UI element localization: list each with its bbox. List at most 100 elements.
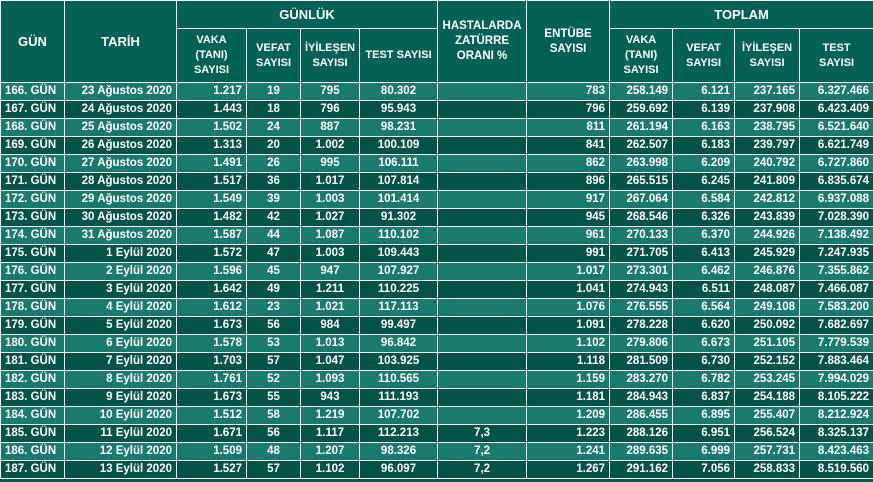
table-row: 175. GÜN 1 Eylül 2020 1.572 47 1.003 109.443 9… bbox=[0, 244, 873, 263]
daily-tests-cell: 91.302 bbox=[358, 208, 439, 227]
pneumonia-rate-cell bbox=[437, 100, 528, 119]
total-recovered-cell: 243.839 bbox=[734, 208, 801, 227]
header-daily-tests: TEST SAYISI bbox=[358, 28, 439, 83]
daily-tests-cell: 99.497 bbox=[358, 316, 439, 335]
date-cell: 6 Eylül 2020 bbox=[64, 334, 177, 353]
date-cell: 4 Eylül 2020 bbox=[64, 298, 177, 317]
daily-recovered-cell: 1.207 bbox=[300, 442, 360, 461]
date-cell: 29 Ağustos 2020 bbox=[64, 190, 177, 209]
total-cases-cell: 284.943 bbox=[609, 388, 674, 407]
total-deaths-cell: 7.056 bbox=[672, 460, 736, 479]
total-tests-cell: 6.521.640 bbox=[799, 118, 873, 137]
total-tests-cell: 6.937.088 bbox=[799, 190, 873, 209]
daily-recovered-cell: 887 bbox=[300, 118, 360, 137]
table-row: 183. GÜN 9 Eylül 2020 1.673 55 943 111.193 1.1… bbox=[0, 388, 873, 407]
header-pneumonia-rate: HASTALARDA ZATÜRRE ORANI % bbox=[437, 0, 528, 83]
daily-recovered-cell: 1.102 bbox=[300, 460, 360, 479]
daily-recovered-cell: 1.047 bbox=[300, 352, 360, 371]
intubated-cell: 1.076 bbox=[526, 298, 611, 317]
daily-recovered-cell: 1.219 bbox=[300, 406, 360, 425]
table-row: 186. GÜN 12 Eylül 2020 1.509 48 1.207 98.326 7… bbox=[0, 442, 873, 461]
date-cell: 31 Ağustos 2020 bbox=[64, 226, 177, 245]
day-cell: 171. GÜN bbox=[0, 172, 65, 191]
table-row: 184. GÜN 10 Eylül 2020 1.512 58 1.219 107.702… bbox=[0, 406, 873, 425]
total-recovered-cell: 255.407 bbox=[734, 406, 801, 425]
intubated-cell: 796 bbox=[526, 100, 611, 119]
table-body: 166. GÜN 23 Ağustos 2020 1.217 19 795 80.302 7… bbox=[0, 82, 873, 479]
daily-deaths-cell: 48 bbox=[246, 442, 301, 461]
day-cell: 177. GÜN bbox=[0, 280, 65, 299]
date-cell: 5 Eylül 2020 bbox=[64, 316, 177, 335]
day-cell: 183. GÜN bbox=[0, 388, 65, 407]
daily-deaths-cell: 20 bbox=[246, 136, 301, 155]
intubated-cell: 783 bbox=[526, 82, 611, 101]
intubated-cell: 1.209 bbox=[526, 406, 611, 425]
table-row: 176. GÜN 2 Eylül 2020 1.596 45 947 107.927 1.0… bbox=[0, 262, 873, 281]
total-recovered-cell: 254.188 bbox=[734, 388, 801, 407]
daily-tests-cell: 98.231 bbox=[358, 118, 439, 137]
total-tests-cell: 8.519.560 bbox=[799, 460, 873, 479]
table-row: 174. GÜN 31 Ağustos 2020 1.587 44 1.087 110.1… bbox=[0, 226, 873, 245]
total-deaths-cell: 6.121 bbox=[672, 82, 736, 101]
date-cell: 24 Ağustos 2020 bbox=[64, 100, 177, 119]
date-cell: 30 Ağustos 2020 bbox=[64, 208, 177, 227]
table-row: 173. GÜN 30 Ağustos 2020 1.482 42 1.027 91.30… bbox=[0, 208, 873, 227]
daily-recovered-cell: 995 bbox=[300, 154, 360, 173]
daily-deaths-cell: 23 bbox=[246, 298, 301, 317]
date-cell: 9 Eylül 2020 bbox=[64, 388, 177, 407]
daily-recovered-cell: 795 bbox=[300, 82, 360, 101]
intubated-cell: 1.091 bbox=[526, 316, 611, 335]
total-recovered-cell: 253.245 bbox=[734, 370, 801, 389]
table-row: 187. GÜN 13 Eylül 2020 1.527 57 1.102 96.097 7… bbox=[0, 460, 873, 479]
intubated-cell: 917 bbox=[526, 190, 611, 209]
total-tests-cell: 7.247.935 bbox=[799, 244, 873, 263]
daily-deaths-cell: 19 bbox=[246, 82, 301, 101]
total-cases-cell: 273.301 bbox=[609, 262, 674, 281]
intubated-cell: 1.223 bbox=[526, 424, 611, 443]
daily-cases-cell: 1.443 bbox=[176, 100, 247, 119]
daily-recovered-cell: 1.117 bbox=[300, 424, 360, 443]
intubated-cell: 1.041 bbox=[526, 280, 611, 299]
table-row: 172. GÜN 29 Ağustos 2020 1.549 39 1.003 101.4… bbox=[0, 190, 873, 209]
total-deaths-cell: 6.511 bbox=[672, 280, 736, 299]
header-total-cases: VAKA (TANI) SAYISI bbox=[609, 28, 674, 83]
daily-cases-cell: 1.549 bbox=[176, 190, 247, 209]
pneumonia-rate-cell bbox=[437, 280, 528, 299]
table-row: 181. GÜN 7 Eylül 2020 1.703 57 1.047 103.925 1… bbox=[0, 352, 873, 371]
daily-tests-cell: 95.943 bbox=[358, 100, 439, 119]
date-cell: 27 Ağustos 2020 bbox=[64, 154, 177, 173]
total-deaths-cell: 6.782 bbox=[672, 370, 736, 389]
total-recovered-cell: 249.108 bbox=[734, 298, 801, 317]
total-recovered-cell: 237.908 bbox=[734, 100, 801, 119]
total-deaths-cell: 6.245 bbox=[672, 172, 736, 191]
intubated-cell: 1.102 bbox=[526, 334, 611, 353]
pneumonia-rate-cell: 7,3 bbox=[437, 424, 528, 443]
total-cases-cell: 265.515 bbox=[609, 172, 674, 191]
table-row: 171. GÜN 28 Ağustos 2020 1.517 36 1.017 107.8… bbox=[0, 172, 873, 191]
total-recovered-cell: 237.165 bbox=[734, 82, 801, 101]
date-cell: 1 Eylül 2020 bbox=[64, 244, 177, 263]
daily-cases-cell: 1.587 bbox=[176, 226, 247, 245]
date-cell: 10 Eylül 2020 bbox=[64, 406, 177, 425]
day-cell: 175. GÜN bbox=[0, 244, 65, 263]
daily-recovered-cell: 1.211 bbox=[300, 280, 360, 299]
daily-tests-cell: 98.326 bbox=[358, 442, 439, 461]
daily-deaths-cell: 42 bbox=[246, 208, 301, 227]
daily-recovered-cell: 1.027 bbox=[300, 208, 360, 227]
total-deaths-cell: 6.183 bbox=[672, 136, 736, 155]
daily-cases-cell: 1.482 bbox=[176, 208, 247, 227]
daily-cases-cell: 1.491 bbox=[176, 154, 247, 173]
total-recovered-cell: 242.812 bbox=[734, 190, 801, 209]
table-row: 167. GÜN 24 Ağustos 2020 1.443 18 796 95.943 7… bbox=[0, 100, 873, 119]
total-tests-cell: 6.835.674 bbox=[799, 172, 873, 191]
daily-recovered-cell: 947 bbox=[300, 262, 360, 281]
total-cases-cell: 289.635 bbox=[609, 442, 674, 461]
daily-tests-cell: 112.213 bbox=[358, 424, 439, 443]
daily-deaths-cell: 26 bbox=[246, 154, 301, 173]
pneumonia-rate-cell bbox=[437, 190, 528, 209]
header-daily-deaths: VEFAT SAYISI bbox=[246, 28, 301, 83]
daily-deaths-cell: 24 bbox=[246, 118, 301, 137]
total-recovered-cell: 256.524 bbox=[734, 424, 801, 443]
day-cell: 173. GÜN bbox=[0, 208, 65, 227]
daily-deaths-cell: 57 bbox=[246, 460, 301, 479]
